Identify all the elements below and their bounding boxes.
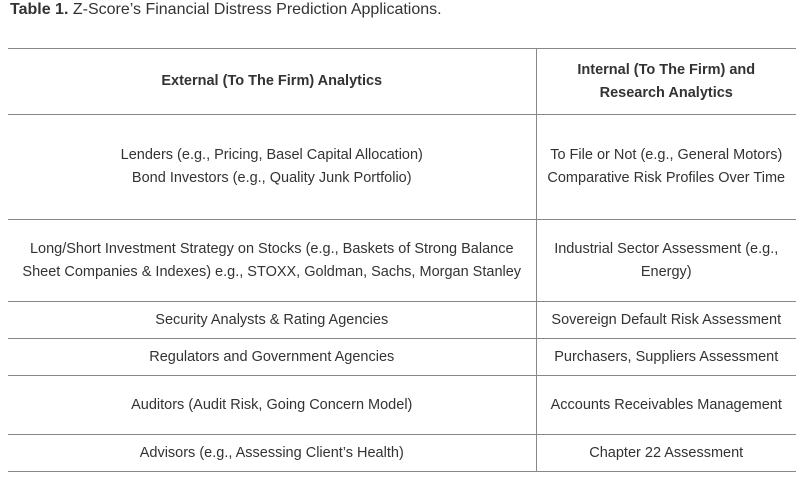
cell-internal: To File or Not (e.g., General Motors) Co… <box>536 114 796 220</box>
table-caption-text: Z-Score’s Financial Distress Prediction … <box>68 1 442 18</box>
header-external-analytics: External (To The Firm) Analytics <box>8 48 537 115</box>
cell-external: Security Analysts & Rating Agencies <box>8 301 537 339</box>
table-caption: Table 1. Z-Score’s Financial Distress Pr… <box>10 0 442 20</box>
cell-line: Comparative Risk Profiles Over Time <box>547 170 786 186</box>
table-caption-label: Table 1. <box>10 1 69 18</box>
table-row: Long/Short Investment Strategy on Stocks… <box>8 219 796 302</box>
cell-line: Long/Short Investment Strategy on Stocks… <box>22 240 522 280</box>
table-header-row: External (To The Firm) Analytics Interna… <box>8 48 796 115</box>
table-row: Regulators and Government Agencies Purch… <box>8 338 796 376</box>
table-row: Security Analysts & Rating Agencies Sove… <box>8 301 796 339</box>
cell-line: Bond Investors (e.g., Quality Junk Portf… <box>131 170 412 186</box>
header-internal-analytics: Internal (To The Firm) and Research Anal… <box>536 48 796 115</box>
cell-external: Regulators and Government Agencies <box>8 338 537 376</box>
cell-line: Industrial Sector Assessment (e.g., Ener… <box>554 240 779 280</box>
cell-external: Advisors (e.g., Assessing Client’s Healt… <box>8 434 537 472</box>
cell-line: Accounts Receivables Management <box>550 396 782 413</box>
cell-internal: Industrial Sector Assessment (e.g., Ener… <box>536 219 796 302</box>
table-row: Advisors (e.g., Assessing Client’s Healt… <box>8 434 796 472</box>
cell-internal: Sovereign Default Risk Assessment <box>536 301 796 339</box>
z-score-applications-table: External (To The Firm) Analytics Interna… <box>8 48 796 472</box>
cell-external: Auditors (Audit Risk, Going Concern Mode… <box>8 375 537 435</box>
cell-internal: Chapter 22 Assessment <box>536 434 796 472</box>
table-row: Auditors (Audit Risk, Going Concern Mode… <box>8 375 796 435</box>
cell-internal: Accounts Receivables Management <box>536 375 796 435</box>
table-row: Lenders (e.g., Pricing, Basel Capital Al… <box>8 114 796 220</box>
cell-external: Lenders (e.g., Pricing, Basel Capital Al… <box>8 114 537 220</box>
cell-internal: Purchasers, Suppliers Assessment <box>536 338 796 376</box>
cell-external: Long/Short Investment Strategy on Stocks… <box>8 219 537 302</box>
cell-line: To File or Not (e.g., General Motors) <box>550 147 783 163</box>
cell-line: Lenders (e.g., Pricing, Basel Capital Al… <box>120 147 423 163</box>
